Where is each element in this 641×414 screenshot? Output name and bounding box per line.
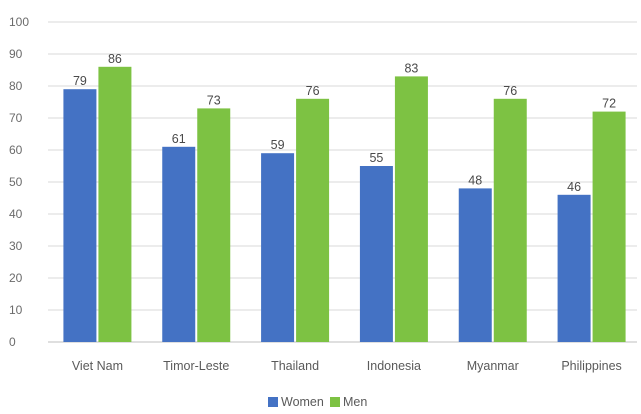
y-tick-label: 100	[9, 15, 29, 29]
data-labels: 79 86 61 73 59 76 55 83 48 76 46 72	[73, 52, 616, 194]
legend-label-women: Women	[281, 395, 324, 409]
x-category-label: Myanmar	[467, 359, 519, 373]
data-label: 61	[172, 132, 186, 146]
bar-women-indonesia	[359, 166, 393, 342]
data-label: 59	[271, 138, 285, 152]
legend-swatch-men	[330, 397, 340, 407]
data-label: 55	[369, 151, 383, 165]
x-category-label: Philippines	[561, 359, 621, 373]
y-tick-label: 10	[9, 303, 23, 317]
x-category-label: Thailand	[271, 359, 319, 373]
legend-label-men: Men	[343, 395, 367, 409]
y-tick-label: 60	[9, 143, 23, 157]
bar-men-indonesia	[394, 76, 428, 343]
y-tick-label: 0	[9, 335, 16, 349]
x-category-label: Indonesia	[367, 359, 421, 373]
bar-men-timor-leste	[197, 108, 231, 343]
data-label: 46	[567, 180, 581, 194]
y-tick-label: 70	[9, 111, 23, 125]
bar-men-viet-nam	[98, 66, 132, 343]
y-axis-ticks: 0 10 20 30 40 50 60 70 80 90 100	[9, 15, 29, 349]
x-category-label: Timor-Leste	[163, 359, 229, 373]
data-label: 83	[404, 61, 418, 75]
legend: Women Men	[268, 395, 367, 409]
bar-women-philippines	[557, 194, 591, 342]
y-tick-label: 40	[9, 207, 23, 221]
data-label: 73	[207, 93, 221, 107]
bar-men-myanmar	[493, 98, 527, 342]
data-label: 79	[73, 74, 87, 88]
bar-women-timor-leste	[162, 146, 196, 342]
y-tick-label: 50	[9, 175, 23, 189]
x-category-label: Viet Nam	[72, 359, 123, 373]
gridlines	[48, 21, 637, 343]
bar-women-thailand	[261, 153, 295, 342]
y-tick-label: 20	[9, 271, 23, 285]
data-label: 72	[602, 97, 616, 111]
x-axis-categories: Viet Nam Timor-Leste Thailand Indonesia Myan…	[72, 359, 622, 373]
data-label: 76	[306, 84, 320, 98]
bars	[63, 66, 626, 343]
y-tick-label: 80	[9, 79, 23, 93]
y-tick-label: 30	[9, 239, 23, 253]
y-tick-label: 90	[9, 47, 23, 61]
bar-women-myanmar	[458, 188, 492, 342]
bar-men-philippines	[592, 111, 626, 342]
data-label: 76	[503, 84, 517, 98]
data-label: 86	[108, 52, 122, 66]
data-label: 48	[468, 173, 482, 187]
bar-men-thailand	[296, 98, 330, 342]
legend-swatch-women	[268, 397, 278, 407]
bar-women-viet-nam	[63, 89, 97, 342]
